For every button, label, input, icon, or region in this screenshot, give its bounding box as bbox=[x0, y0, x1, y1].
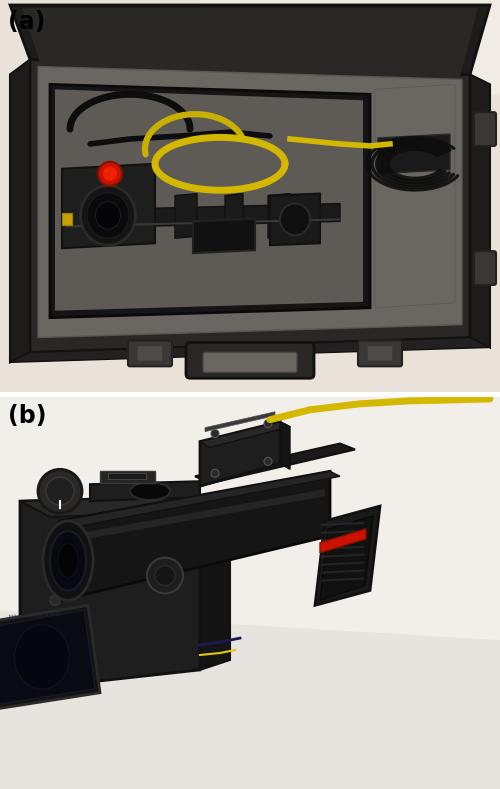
Bar bbox=[62, 214, 72, 226]
Polygon shape bbox=[30, 59, 470, 353]
FancyBboxPatch shape bbox=[474, 251, 496, 285]
Circle shape bbox=[50, 615, 60, 625]
Polygon shape bbox=[375, 84, 455, 308]
Polygon shape bbox=[10, 59, 30, 362]
Circle shape bbox=[147, 558, 183, 593]
Polygon shape bbox=[200, 421, 280, 486]
Polygon shape bbox=[193, 219, 255, 253]
Polygon shape bbox=[470, 74, 490, 347]
Circle shape bbox=[264, 458, 272, 466]
Circle shape bbox=[103, 166, 117, 181]
Polygon shape bbox=[320, 529, 366, 553]
FancyBboxPatch shape bbox=[203, 353, 297, 372]
Polygon shape bbox=[0, 611, 95, 705]
Polygon shape bbox=[200, 421, 290, 447]
Polygon shape bbox=[90, 481, 200, 501]
FancyBboxPatch shape bbox=[474, 112, 496, 146]
Circle shape bbox=[211, 430, 219, 438]
Text: (b): (b) bbox=[8, 404, 46, 428]
Circle shape bbox=[46, 477, 74, 505]
Bar bbox=[108, 473, 146, 479]
Polygon shape bbox=[38, 66, 462, 338]
Polygon shape bbox=[195, 443, 355, 483]
Polygon shape bbox=[65, 489, 325, 543]
Polygon shape bbox=[270, 193, 320, 245]
Polygon shape bbox=[20, 496, 200, 690]
Ellipse shape bbox=[43, 521, 93, 600]
Polygon shape bbox=[60, 471, 340, 528]
FancyBboxPatch shape bbox=[186, 342, 314, 378]
Text: (a): (a) bbox=[8, 10, 46, 34]
Ellipse shape bbox=[58, 544, 78, 578]
Polygon shape bbox=[55, 89, 363, 311]
Ellipse shape bbox=[50, 531, 86, 590]
Circle shape bbox=[264, 420, 272, 428]
Polygon shape bbox=[60, 471, 330, 600]
Polygon shape bbox=[10, 5, 490, 74]
Polygon shape bbox=[280, 421, 290, 469]
Ellipse shape bbox=[80, 185, 136, 245]
Text: Nikon Camera LCD: Nikon Camera LCD bbox=[9, 611, 61, 620]
Ellipse shape bbox=[96, 201, 120, 230]
Polygon shape bbox=[20, 496, 230, 517]
Ellipse shape bbox=[14, 625, 70, 690]
Circle shape bbox=[70, 538, 80, 548]
Polygon shape bbox=[0, 611, 500, 789]
Polygon shape bbox=[200, 0, 500, 144]
Circle shape bbox=[98, 162, 122, 185]
Polygon shape bbox=[10, 338, 490, 362]
Polygon shape bbox=[65, 204, 340, 228]
Circle shape bbox=[38, 469, 82, 513]
Circle shape bbox=[50, 555, 60, 566]
Polygon shape bbox=[65, 219, 340, 227]
Polygon shape bbox=[22, 8, 478, 77]
FancyBboxPatch shape bbox=[367, 346, 393, 361]
Circle shape bbox=[155, 566, 175, 585]
Polygon shape bbox=[175, 193, 197, 238]
FancyBboxPatch shape bbox=[128, 341, 172, 366]
Polygon shape bbox=[320, 516, 373, 600]
Circle shape bbox=[50, 596, 60, 605]
Ellipse shape bbox=[130, 482, 170, 500]
Ellipse shape bbox=[87, 193, 129, 238]
Polygon shape bbox=[200, 496, 230, 670]
Polygon shape bbox=[225, 193, 243, 238]
Ellipse shape bbox=[280, 204, 310, 235]
Polygon shape bbox=[378, 134, 450, 174]
Circle shape bbox=[50, 575, 60, 585]
Polygon shape bbox=[62, 164, 155, 249]
Circle shape bbox=[211, 469, 219, 477]
Polygon shape bbox=[205, 412, 275, 432]
Polygon shape bbox=[315, 506, 380, 605]
Polygon shape bbox=[268, 193, 290, 238]
Bar bbox=[100, 471, 155, 483]
FancyBboxPatch shape bbox=[137, 346, 163, 361]
Polygon shape bbox=[0, 605, 100, 709]
FancyBboxPatch shape bbox=[358, 341, 402, 366]
Polygon shape bbox=[50, 84, 370, 318]
